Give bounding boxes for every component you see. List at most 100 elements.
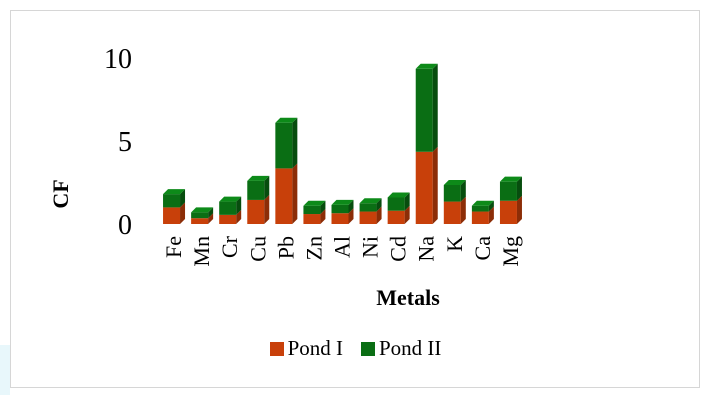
x-tick-label: Fe (161, 236, 186, 258)
bar-segment-side (404, 205, 410, 224)
bar-segment-side (236, 196, 242, 215)
bar-top-face (359, 198, 382, 204)
bar-stack-mn (191, 207, 214, 224)
bar-top-face (191, 207, 214, 213)
bar-segment (499, 181, 517, 201)
bar-segment-side (460, 196, 466, 224)
bar-stack-cr (219, 196, 242, 224)
legend-label-pond-ii: Pond II (379, 336, 442, 360)
bar-top-face (303, 200, 326, 206)
legend-label-pond-i: Pond I (287, 336, 343, 360)
bar-segment-side (488, 200, 494, 212)
bar-segment (191, 218, 209, 224)
x-tick-label: Zn (301, 236, 326, 260)
bar-segment (331, 204, 349, 214)
x-tick-label: Na (414, 236, 439, 262)
bar-segment (275, 122, 293, 169)
bar-segment (163, 207, 181, 224)
x-axis-title: Metals (376, 285, 440, 310)
chart-frame (10, 10, 700, 388)
bar-stack-zn (303, 200, 326, 224)
bar-top-face (219, 196, 242, 202)
bars (163, 63, 522, 224)
legend-swatch-pond-ii (361, 341, 375, 356)
bar-stack-al (331, 199, 354, 224)
x-tick-label: Cd (386, 236, 411, 262)
y-tick-label: 5 (118, 127, 132, 158)
category-labels: Fe Mn Cr Cu Pb Zn Al Ni Cd Na K Ca Mg (161, 235, 523, 266)
x-tick-label: Pb (273, 236, 298, 259)
bar-segment (359, 211, 377, 224)
bar-segment (471, 205, 489, 212)
bar-segment (443, 184, 461, 202)
bar-stack-fe (163, 189, 186, 224)
bar-segment-side (208, 207, 214, 219)
bar-segment (303, 205, 321, 215)
bar-segment (247, 180, 265, 200)
x-tick-label: K (442, 236, 467, 252)
bar-segment (499, 200, 517, 224)
x-tick-label: Ni (358, 236, 383, 258)
bar-segment (275, 168, 293, 224)
bar-segment (247, 199, 265, 224)
bar-segment-side (516, 176, 522, 201)
legend: Pond I Pond II (0, 336, 711, 361)
bar-segment-side (516, 195, 522, 224)
bar-segment-side (404, 192, 410, 211)
bar-segment (163, 194, 181, 208)
y-tick-label: 10 (104, 44, 132, 75)
bar-segment-side (208, 213, 214, 224)
bar-top-face (471, 200, 494, 206)
bar-segment-side (376, 198, 382, 212)
bar-top-face (415, 63, 438, 69)
bar-segment-side (292, 117, 298, 169)
bar-segment-side (320, 200, 326, 215)
bar-segment-side (320, 209, 326, 224)
bar-stack-ca (471, 200, 494, 224)
x-tick-label: Ca (470, 236, 495, 261)
left-accent (0, 345, 10, 395)
bar-stack-cd (387, 192, 410, 224)
bar-segment-side (348, 208, 354, 224)
bar-segment (471, 211, 489, 224)
bar-segment (303, 214, 321, 224)
bar-stack-mg (499, 176, 522, 224)
bar-segment-side (432, 63, 438, 152)
bar-top-face (443, 179, 466, 185)
bar-stack-k (443, 179, 466, 224)
bar-segment-side (348, 199, 354, 214)
x-tick-label: Cu (245, 236, 270, 262)
y-axis-ticks: 0 5 10 (104, 44, 132, 241)
y-tick-label: 0 (118, 210, 132, 241)
bar-top-face (163, 189, 186, 195)
x-tick-label: Al (330, 236, 355, 258)
bar-segment (415, 151, 433, 224)
legend-swatch-pond-i (269, 341, 284, 356)
bar-stack-ni (359, 198, 382, 224)
bar-stack-na (415, 63, 438, 224)
bar-segment (191, 212, 209, 219)
bar-top-face (387, 192, 410, 198)
legend-item-pond-ii: Pond II (361, 336, 441, 361)
bar-segment (387, 210, 405, 224)
bar-segment (387, 197, 405, 211)
bar-segment (443, 201, 461, 224)
bar-segment-side (236, 209, 242, 224)
bar-segment-side (180, 189, 186, 208)
bar-segment (219, 214, 237, 224)
x-tick-label: Cr (217, 235, 242, 258)
bar-segment (415, 68, 433, 152)
x-tick-label: Mg (498, 236, 523, 267)
bar-segment-side (264, 175, 270, 200)
bar-top-face (247, 175, 270, 181)
bar-top-face (275, 117, 298, 123)
bar-stack-cu (247, 175, 270, 224)
bar-top-face (331, 199, 354, 205)
bar-segment-side (376, 206, 382, 224)
bar-top-face (499, 176, 522, 182)
bar-segment-side (180, 202, 186, 224)
x-tick-label: Mn (189, 236, 214, 267)
bar-segment (219, 201, 237, 215)
bar-segment-side (460, 179, 466, 202)
